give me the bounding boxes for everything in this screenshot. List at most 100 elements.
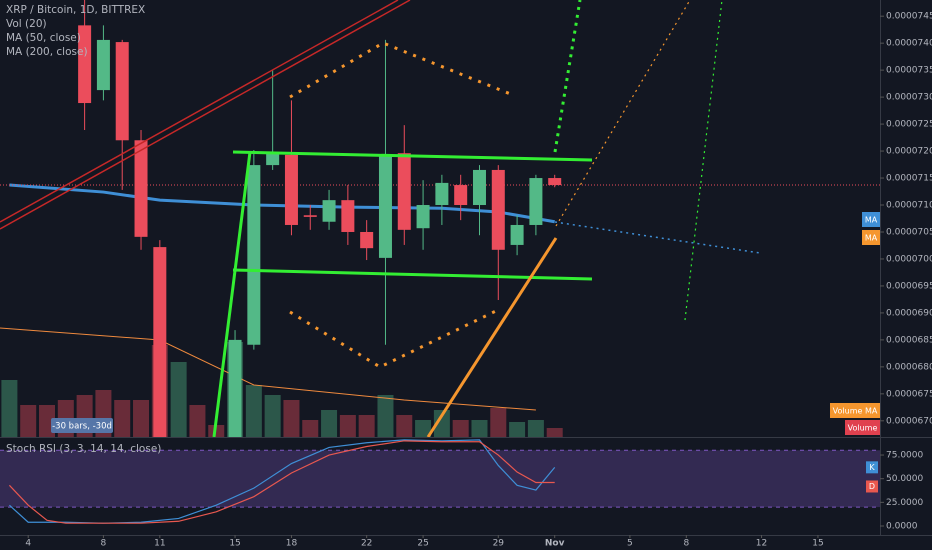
candle-body [284, 154, 298, 225]
candle-body [303, 215, 317, 217]
volume-bar [471, 420, 488, 437]
volume-bar [114, 400, 131, 437]
volume-bar [283, 400, 300, 437]
x-tick-label: 12 [756, 539, 767, 549]
x-tick-label: 25 [417, 539, 428, 549]
channel-edge [212, 151, 252, 437]
band [0, 450, 880, 508]
volume-bar [546, 428, 563, 437]
x-tick-label: 29 [493, 539, 505, 549]
volume-bar [20, 405, 37, 437]
axis-badge [830, 403, 880, 418]
x-tick-label: 5 [627, 539, 633, 549]
axis-badge-label: MA [865, 234, 878, 243]
channel-top [232, 150, 593, 162]
pattern-top [289, 41, 514, 99]
x-tick-label: 15 [812, 539, 823, 549]
symbol-title: XRP / Bitcoin, 1D, BITTREX [6, 4, 145, 16]
candle-body [435, 182, 449, 206]
trend-line [0, 0, 399, 223]
x-tick-label: 15 [229, 539, 240, 549]
candle-body [416, 205, 430, 229]
candle-body [115, 42, 129, 141]
stoch-line [8, 440, 555, 524]
axis-badge-label: Volume [848, 424, 878, 433]
volume-bar [1, 380, 18, 437]
indicator-label: Vol (20) [6, 18, 47, 30]
x-tick-label: 8 [683, 539, 689, 549]
legend-label: D [869, 482, 875, 491]
drawings [0, 0, 761, 437]
x-tick-label: 18 [286, 539, 298, 549]
volume-bar [302, 420, 319, 437]
legend-label: K [869, 463, 875, 472]
volume-bar [415, 420, 432, 437]
axis-badge-label: Volume MA [833, 407, 878, 416]
candle-body [247, 165, 261, 345]
candle-body [78, 25, 92, 104]
support-line [426, 237, 558, 437]
volume-bar [245, 385, 262, 437]
candle-body [548, 178, 562, 186]
indicator-label: MA (50, close) [6, 32, 81, 44]
ma-extension [554, 221, 761, 254]
x-tick-label: 4 [25, 539, 31, 549]
x-tick-label: 22 [361, 539, 372, 549]
volume-bar [509, 422, 526, 437]
tooltip: -30 bars, -30d [52, 422, 112, 432]
stoch-title: Stoch RSI (3, 3, 14, 14, close) [6, 443, 161, 455]
volume-bar [433, 410, 450, 437]
x-tick-label: Nov [545, 539, 565, 549]
candle-body [266, 152, 280, 166]
candle-body [322, 200, 336, 222]
indicator-label: MA (200, close) [6, 46, 88, 58]
y-tick-label: 0.00006700 [886, 416, 932, 426]
y-tick-label: 75.0000 [886, 451, 923, 461]
y-tick-label: 50.0000 [886, 474, 923, 484]
volume-bar [321, 410, 338, 437]
y-tick-label: 25.0000 [886, 498, 923, 508]
legend-badge [866, 461, 878, 474]
legend-badge [866, 480, 878, 493]
candle-body [96, 39, 110, 91]
candle-body [134, 140, 148, 237]
candle-body [153, 247, 167, 437]
volume-bar [490, 408, 507, 437]
projection [553, 0, 582, 153]
candle-body [454, 185, 468, 206]
candle-body [472, 169, 486, 206]
axis-badge-label: MA [865, 216, 878, 225]
pattern-bottom [289, 308, 499, 369]
y-tick-label: 0.0000 [886, 522, 918, 532]
volume-bar [452, 420, 469, 437]
candle-body [360, 231, 374, 249]
stoch-line [8, 439, 556, 524]
ma-line [9, 183, 555, 224]
volume-bar [527, 420, 544, 437]
x-tick-label: 8 [101, 539, 107, 549]
volume-bar [170, 362, 187, 437]
volume-bar [264, 395, 281, 437]
candle-body [510, 224, 524, 245]
candle-body [491, 169, 505, 250]
volume-bar [189, 405, 206, 437]
x-tick-label: 11 [154, 539, 165, 549]
candle-body [378, 154, 392, 258]
candle-body [341, 200, 355, 232]
stoch-rsi-pane [0, 439, 880, 524]
axis-badge [845, 420, 880, 435]
